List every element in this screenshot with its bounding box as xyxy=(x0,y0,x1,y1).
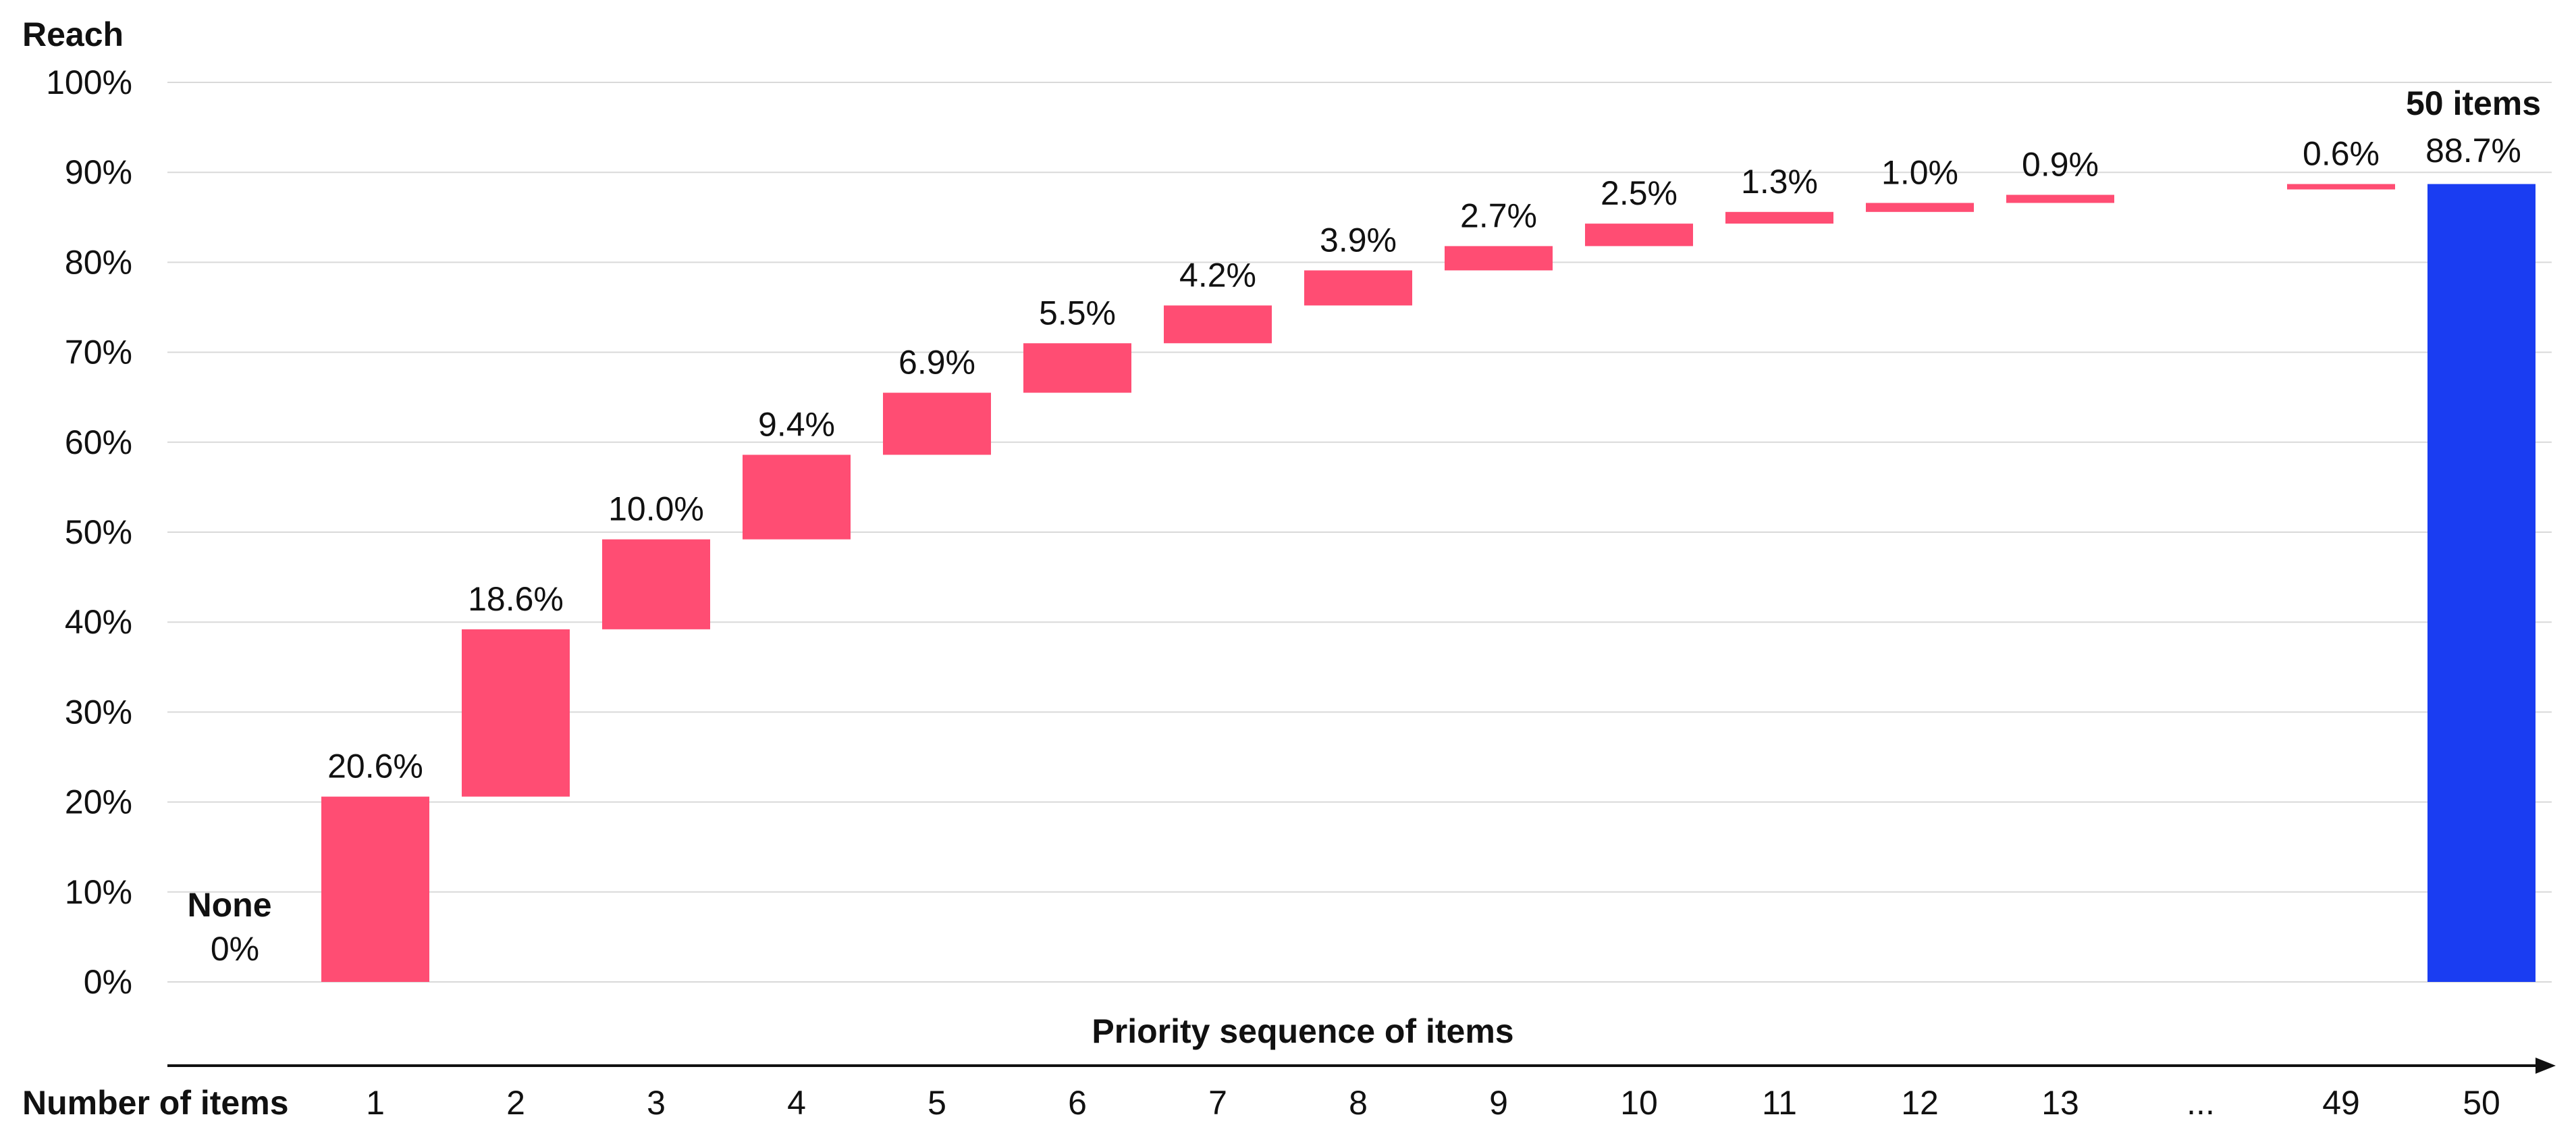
x-tick-label: 1 xyxy=(366,1084,385,1122)
y-tick-label: 80% xyxy=(65,243,132,281)
x-tick-label: 12 xyxy=(1901,1084,1939,1122)
bar-value-label: 1.0% xyxy=(1881,153,1958,191)
bar-value-label: 18.6% xyxy=(468,580,564,618)
total-bar xyxy=(2427,184,2535,982)
y-tick-label: 50% xyxy=(65,513,132,551)
bar-value-label: 5.5% xyxy=(1039,294,1116,332)
x-tick-label: 50 xyxy=(2463,1084,2500,1122)
x-tick-label: 49 xyxy=(2322,1084,2360,1122)
start-label: None xyxy=(188,886,272,924)
waterfall-bar xyxy=(1725,211,1833,224)
bar-value-label: 3.9% xyxy=(1320,221,1397,259)
y-tick-label: 100% xyxy=(46,63,132,101)
bar-value-label: 2.5% xyxy=(1601,174,1678,212)
x-axis-title: Priority sequence of items xyxy=(1092,1012,1513,1050)
x-tick-label: 4 xyxy=(787,1084,806,1122)
waterfall-bar xyxy=(2287,184,2395,190)
y-tick-label: 60% xyxy=(65,423,132,461)
waterfall-bar xyxy=(1023,343,1131,393)
waterfall-bar xyxy=(462,629,570,797)
y-tick-label: 0% xyxy=(84,963,132,1001)
x-tick-label: 3 xyxy=(647,1084,666,1122)
y-tick-label: 40% xyxy=(65,603,132,641)
bars xyxy=(321,184,2535,982)
bar-value-label: 9.4% xyxy=(758,405,835,443)
y-tick-label: 30% xyxy=(65,693,132,731)
y-tick-label: 90% xyxy=(65,153,132,191)
waterfall-bar xyxy=(1585,224,1693,246)
waterfall-bar xyxy=(1164,305,1272,344)
bar-value-label: 4.2% xyxy=(1179,256,1256,294)
bar-value-label: 2.7% xyxy=(1460,197,1537,234)
y-axis-ticks: 0% 10% 20% 30% 40% 50% 60% 70% 80% 90% 100% xyxy=(46,63,132,1001)
row-label: Number of items xyxy=(22,1084,289,1122)
x-tick-label: 7 xyxy=(1208,1084,1227,1122)
arrow-head-icon xyxy=(2535,1058,2556,1074)
bar-value-label: 6.9% xyxy=(898,344,975,382)
waterfall-bar xyxy=(1866,203,1974,212)
x-axis: 1 2 3 4 5 6 7 8 9 10 11 12 13... 49 50 xyxy=(167,1058,2556,1122)
value-labels: 20.6% 18.6% 10.0% 9.4% 6.9% 5.5% 4.2% 3.9% 2.7% 2… xyxy=(327,135,2380,785)
waterfall-bar xyxy=(2006,194,2114,203)
gridlines xyxy=(167,82,2552,983)
waterfall-bar xyxy=(1304,270,1412,306)
bar-value-label: 20.6% xyxy=(327,748,423,785)
waterfall-bar xyxy=(602,539,710,629)
x-tick-label: 9 xyxy=(1489,1084,1508,1122)
y-tick-label: 20% xyxy=(65,783,132,821)
waterfall-bar xyxy=(883,392,991,455)
y-tick-label: 10% xyxy=(65,873,132,911)
waterfall-bar xyxy=(1445,246,1553,271)
bar-value-label: 0.6% xyxy=(2303,135,2380,173)
total-value-label: 88.7% xyxy=(2425,132,2521,170)
x-tick-label: 13 xyxy=(2041,1084,2079,1122)
x-tick-label: 2 xyxy=(506,1084,525,1122)
start-value-label: 0% xyxy=(211,930,259,968)
waterfall-bar xyxy=(321,796,429,982)
x-tick-label: 8 xyxy=(1349,1084,1368,1122)
bar-value-label: 0.9% xyxy=(2022,146,2099,184)
bar-value-label: 10.0% xyxy=(608,490,704,528)
y-axis-title: Reach xyxy=(22,16,124,53)
waterfall-bar xyxy=(743,454,851,540)
x-tick-label: ... xyxy=(2186,1084,2215,1122)
x-tick-label: 11 xyxy=(1762,1084,1797,1122)
total-label: 50 items xyxy=(2406,84,2541,122)
y-tick-label: 70% xyxy=(65,334,132,371)
x-tick-label: 10 xyxy=(1620,1084,1658,1122)
bar-value-label: 1.3% xyxy=(1741,163,1818,201)
x-tick-label: 5 xyxy=(928,1084,946,1122)
x-tick-label: 6 xyxy=(1068,1084,1087,1122)
